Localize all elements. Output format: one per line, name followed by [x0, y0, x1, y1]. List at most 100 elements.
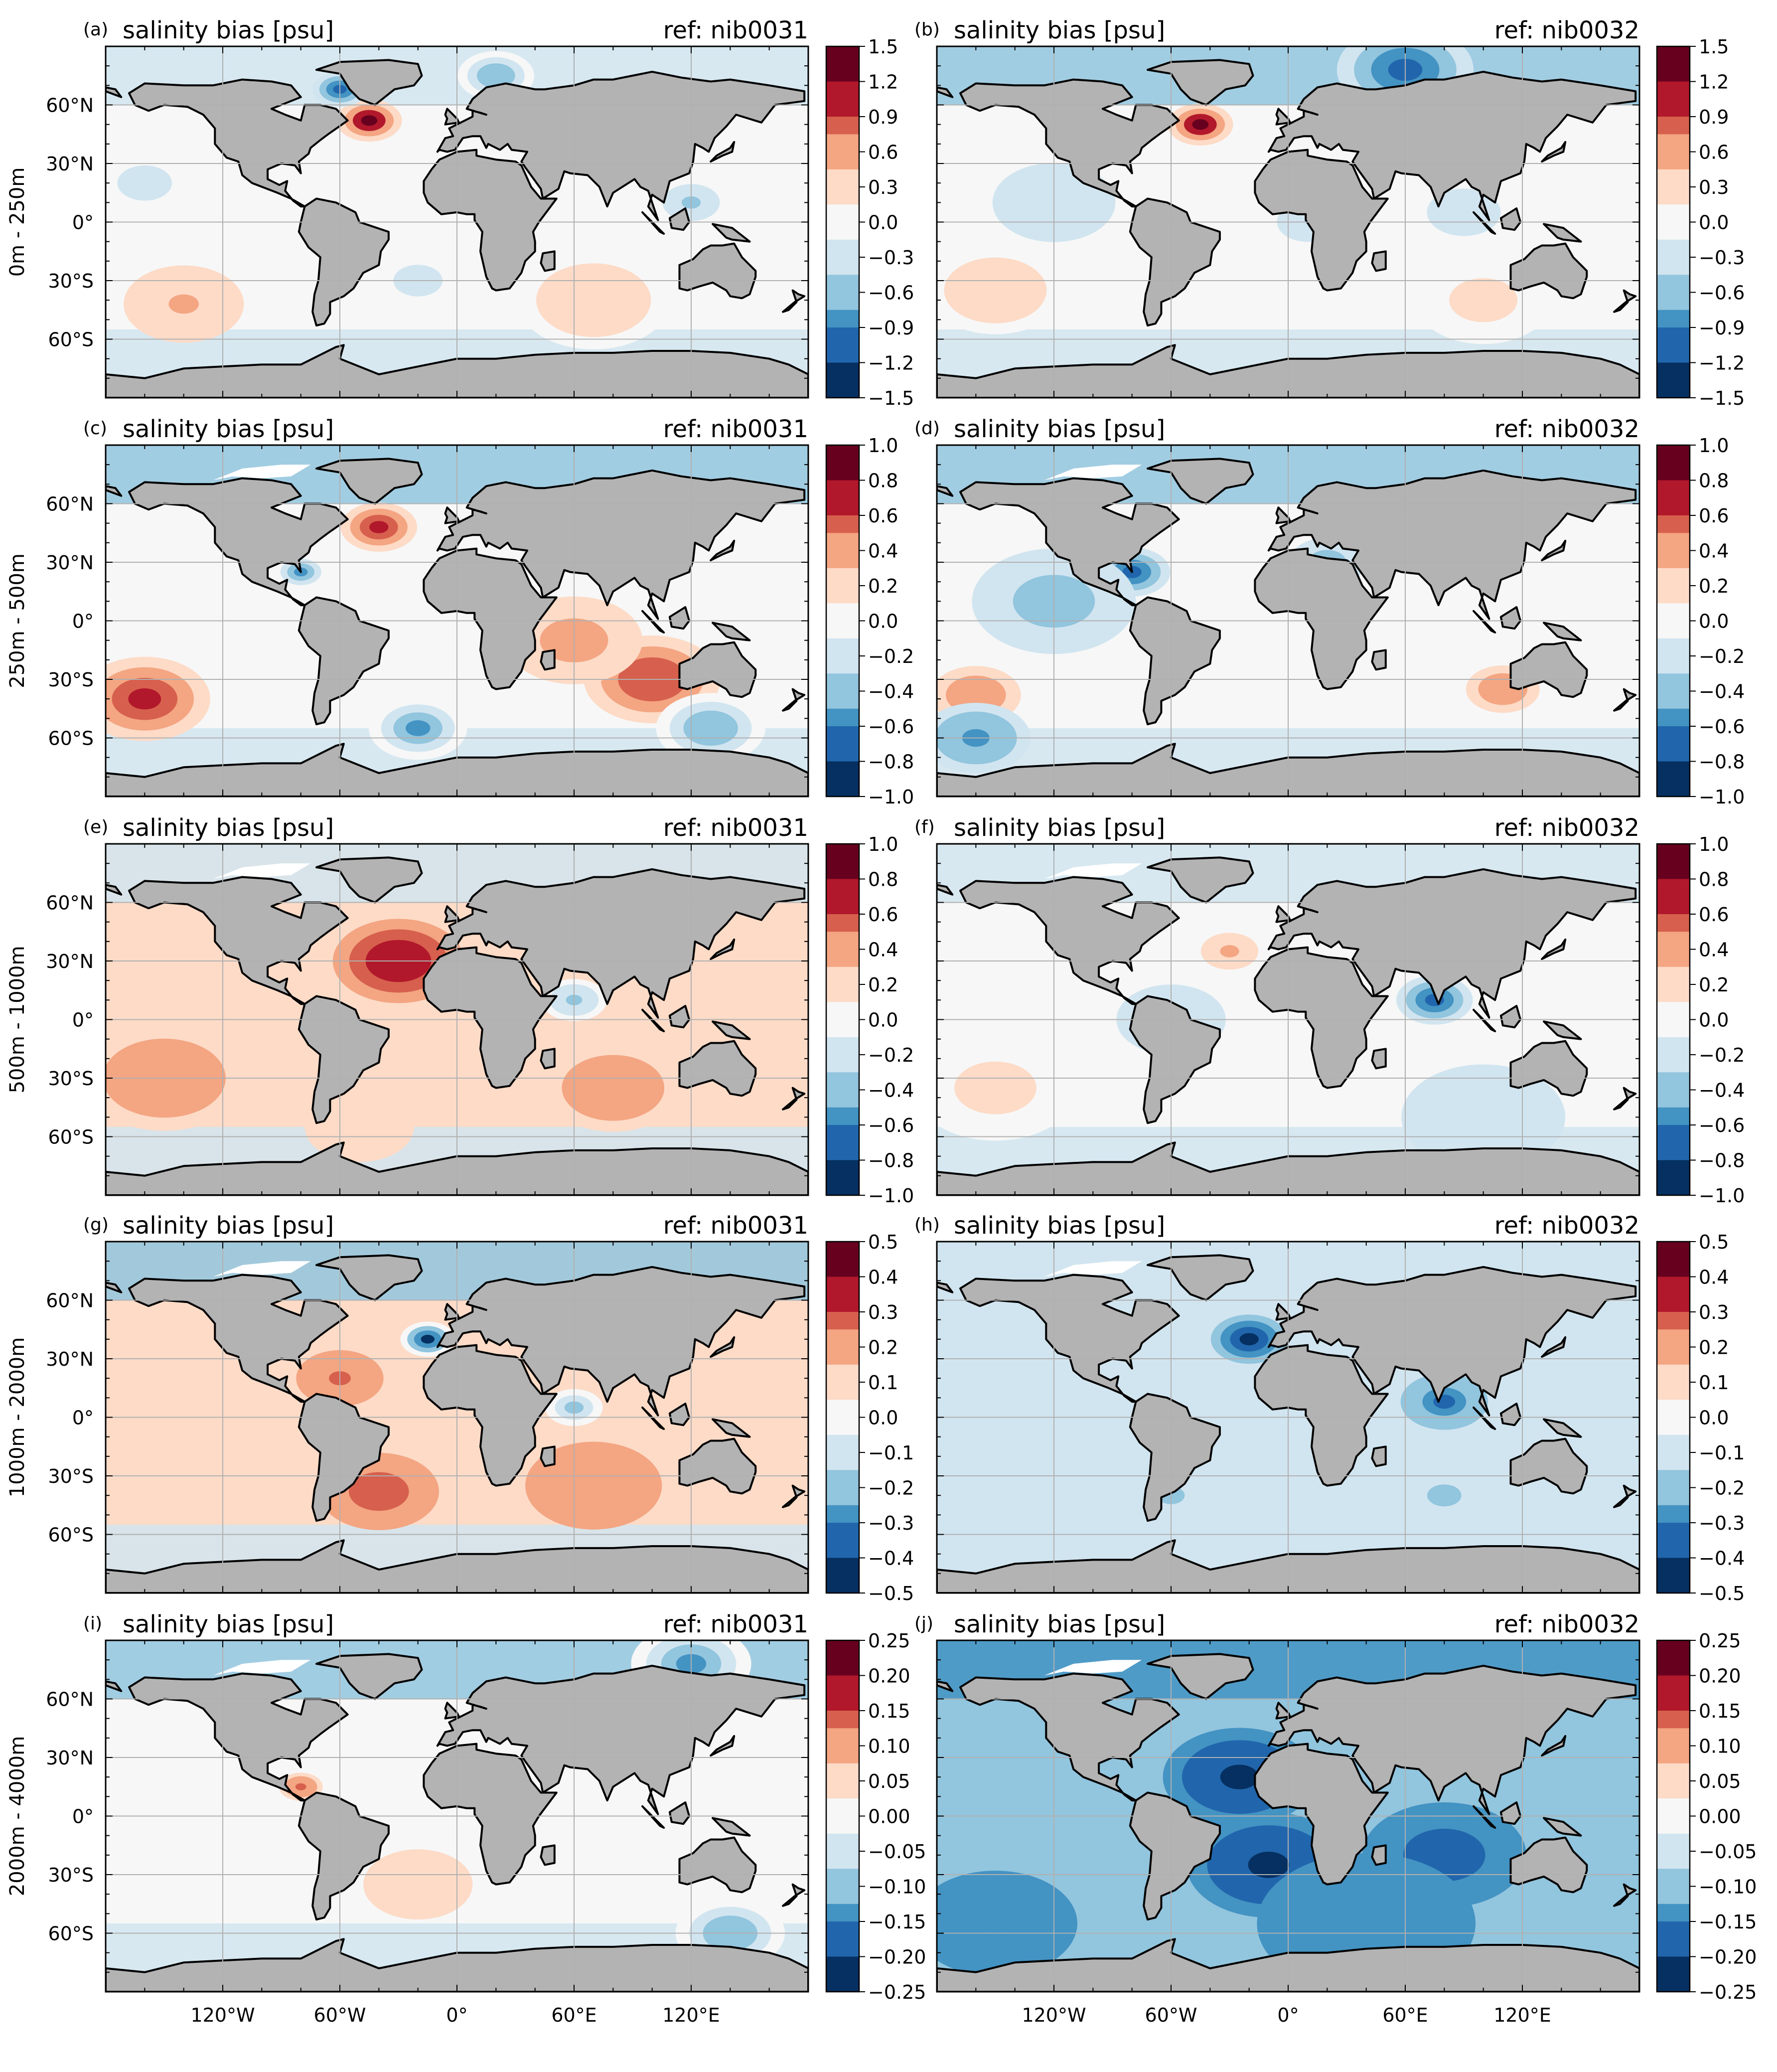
colorbar-segment	[826, 761, 859, 780]
lon-tick-label: 120°E	[1493, 2004, 1551, 2026]
colorbar-tick-label: −1.5	[868, 387, 914, 409]
bias-field	[937, 1242, 1639, 1593]
land-mass-11	[1541, 938, 1567, 960]
land-mass-3	[436, 70, 806, 221]
land-mass-11	[1541, 539, 1567, 562]
axis-ticks	[105, 843, 809, 1196]
axis-ticks	[936, 1241, 1640, 1594]
colorbar-segment	[1657, 966, 1690, 985]
colorbar-tick-label: 0.05	[868, 1770, 910, 1792]
colorbar-tick-label: −0.3	[868, 247, 914, 269]
colorbar-segment	[826, 708, 859, 727]
colorbar-tick-label: 0.20	[1699, 1665, 1741, 1687]
colorbar-segment	[826, 134, 859, 153]
lon-tick-label: 0°	[446, 2004, 467, 2026]
colorbar-tick-label: 0.3	[1699, 1301, 1729, 1323]
colorbar-segment	[826, 533, 859, 551]
colorbar-tick-label: 0.3	[868, 176, 898, 198]
bias-field	[106, 46, 808, 398]
depth-label: 2000m - 4000m	[6, 1736, 29, 1896]
land-mass-2	[315, 458, 423, 505]
colorbar-tick-label: −0.6	[1699, 282, 1745, 304]
colorbar-segment	[1657, 744, 1690, 762]
land-mass-5	[678, 242, 757, 300]
land-mass-3	[436, 868, 806, 1019]
colorbar-segment	[826, 1939, 859, 1957]
colorbar-tick-label: −0.1	[868, 1442, 914, 1464]
colorbar-tick-label: −0.5	[1699, 1583, 1745, 1604]
axis-ticks	[105, 445, 809, 797]
colorbar-tick-label: 0.15	[868, 1700, 910, 1722]
lat-tick-label: 0°	[72, 1806, 94, 1828]
bias-anomaly-2	[1424, 1842, 1465, 1869]
bias-anomaly-1	[369, 521, 389, 533]
land-mass-3	[1267, 469, 1637, 620]
bias-anomaly-2	[978, 279, 1013, 302]
land-mass-14	[937, 884, 954, 896]
bias-anomaly-4	[975, 1910, 1016, 1937]
colorbar-segment	[826, 621, 859, 639]
colorbar-segment	[826, 1142, 859, 1161]
colorbar-segment	[1657, 99, 1690, 117]
land-mass-11	[710, 938, 736, 960]
colorbar-segment	[826, 1575, 859, 1594]
colorbar-segment	[1657, 1329, 1690, 1348]
colorbar-tick-label: −0.9	[868, 317, 914, 339]
colorbar-segment	[826, 1746, 859, 1764]
colorbar-segment	[1657, 896, 1690, 915]
land-mass-12	[444, 905, 460, 923]
bias-anomaly-2	[404, 1876, 432, 1894]
land-mass-3	[436, 1266, 806, 1417]
no-data-region	[213, 465, 311, 480]
colorbar-segment	[1657, 1107, 1690, 1125]
colorbar-segment	[1657, 275, 1690, 293]
colorbar-segment	[1657, 1160, 1690, 1178]
panel-ref: ref: nib0031	[663, 814, 808, 842]
land-mass-14	[106, 1680, 123, 1692]
colorbar-tick-label: −1.0	[868, 786, 914, 808]
colorbar-segment	[1657, 1921, 1690, 1939]
colorbar-segment	[1657, 187, 1690, 205]
colorbar-tick-label: 1.2	[868, 71, 898, 93]
land-mass-7	[540, 1048, 556, 1070]
land-mass-13	[1613, 1087, 1637, 1111]
bias-anomaly-0	[295, 1783, 306, 1790]
map-panel-a: (a) salinity bias [psu] ref: nib0031 60°N 30…	[46, 16, 809, 399]
colorbar-segment	[1657, 257, 1690, 275]
axis-ticks	[936, 445, 1640, 797]
land-mass-14	[106, 485, 123, 497]
colorbar-segment	[1657, 726, 1690, 744]
no-data-region	[1044, 1261, 1142, 1277]
colorbar-segment	[1657, 568, 1690, 586]
land-mass-11	[710, 539, 736, 562]
colorbar-segment	[826, 1658, 859, 1676]
colorbar-segment	[826, 275, 859, 293]
colorbar-segment	[826, 1833, 859, 1852]
land-mass-9	[1499, 1005, 1522, 1029]
colorbar-segment	[1657, 1142, 1690, 1161]
no-data-region	[213, 863, 311, 879]
colorbar-segment	[1657, 1019, 1690, 1038]
colorbar-segment	[1657, 550, 1690, 569]
land-mass-7	[1371, 1844, 1387, 1866]
lat-tick-label: 60°N	[46, 95, 94, 117]
land-mass-3	[1267, 1266, 1637, 1417]
colorbar-tick-label: −0.2	[1699, 645, 1745, 667]
colorbar-segment	[826, 480, 859, 498]
colorbar-tick-label: 0.9	[1699, 106, 1729, 128]
colorbar-tick-label: 0.2	[1699, 1337, 1729, 1359]
colorbar-segment	[1657, 204, 1690, 223]
colorbar-tick-label: −0.4	[1699, 681, 1745, 703]
colorbar-segment	[826, 586, 859, 604]
land-mass-2	[315, 1653, 423, 1700]
land-mass-11	[1541, 1336, 1567, 1358]
colorbar-segment	[826, 1869, 859, 1887]
land-mass-9	[668, 1801, 691, 1825]
land-mass-2	[1147, 856, 1254, 904]
land-mass-9	[668, 606, 691, 630]
colorbar-segment	[826, 445, 859, 463]
colorbar-tick-label: 0.6	[1699, 505, 1729, 527]
colorbar-right: 1.0 0.8 0.6 0.4 0.2 0.0 −0.2 −0.4 −0.6 −0.8 −1.0	[1656, 435, 1745, 808]
colorbar-tick-label: 0.0	[1699, 212, 1729, 234]
bias-field	[106, 1242, 808, 1593]
